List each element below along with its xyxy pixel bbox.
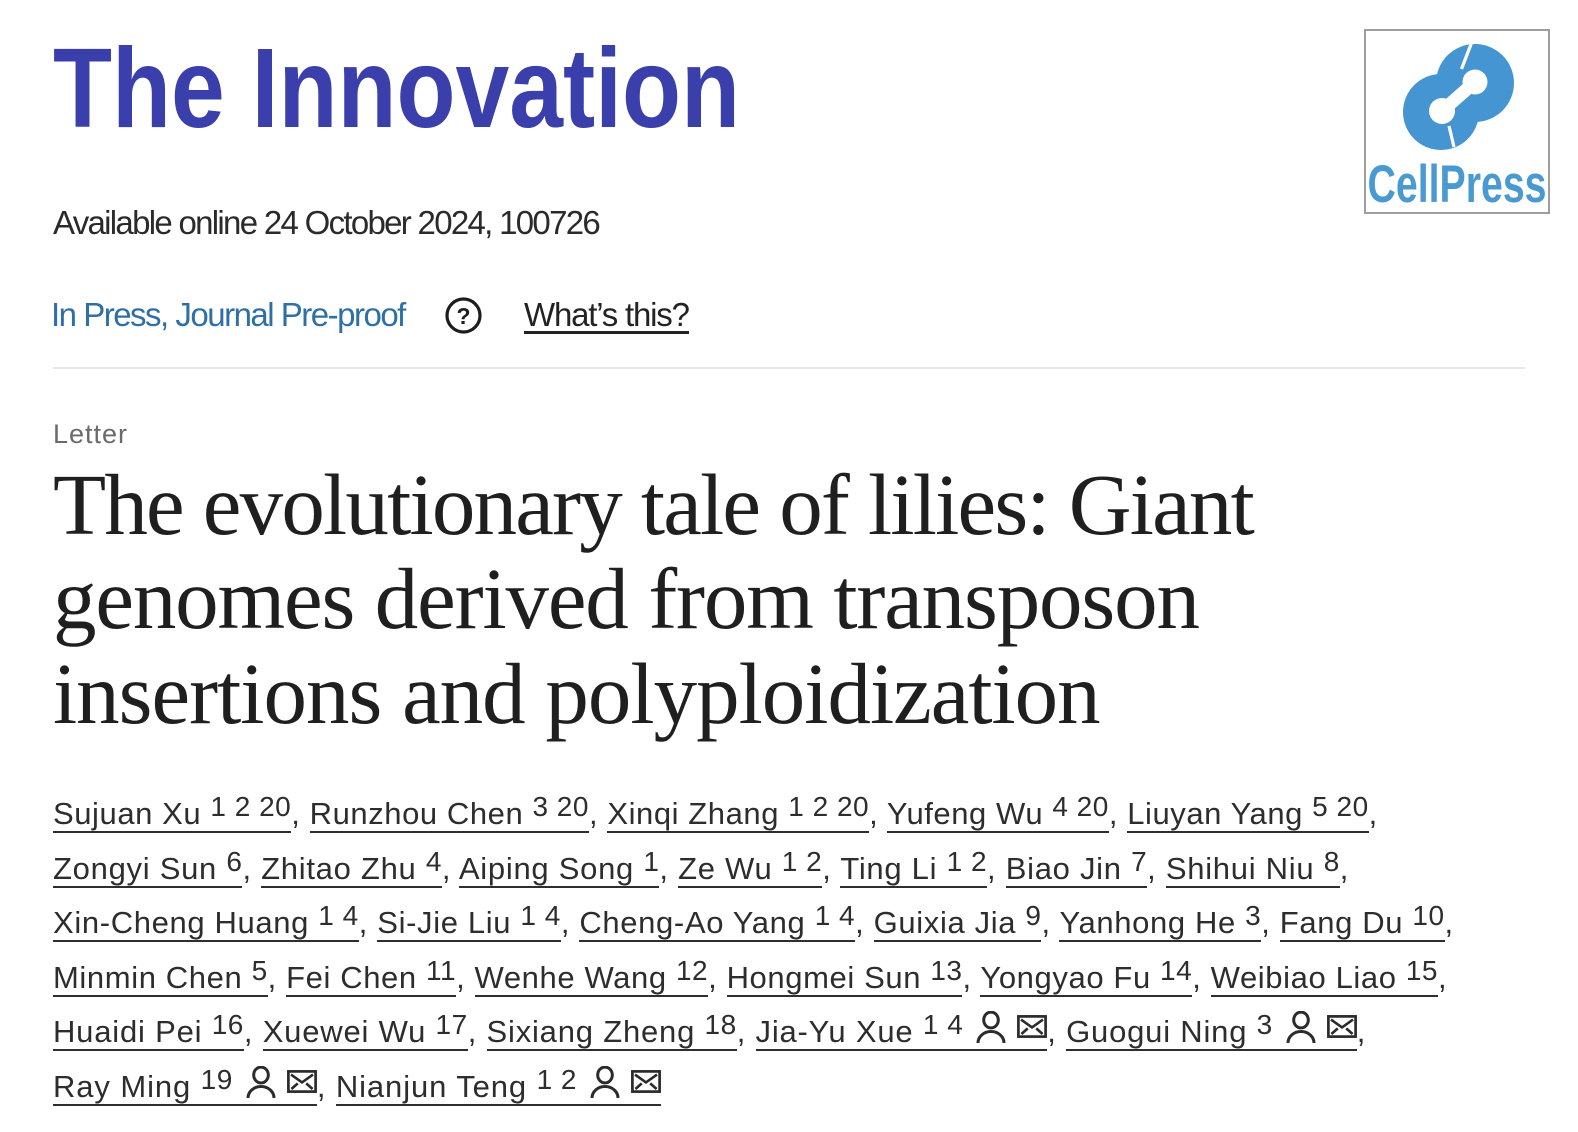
svg-text:CellPress: CellPress — [1368, 155, 1547, 212]
svg-text:?: ? — [456, 303, 470, 329]
